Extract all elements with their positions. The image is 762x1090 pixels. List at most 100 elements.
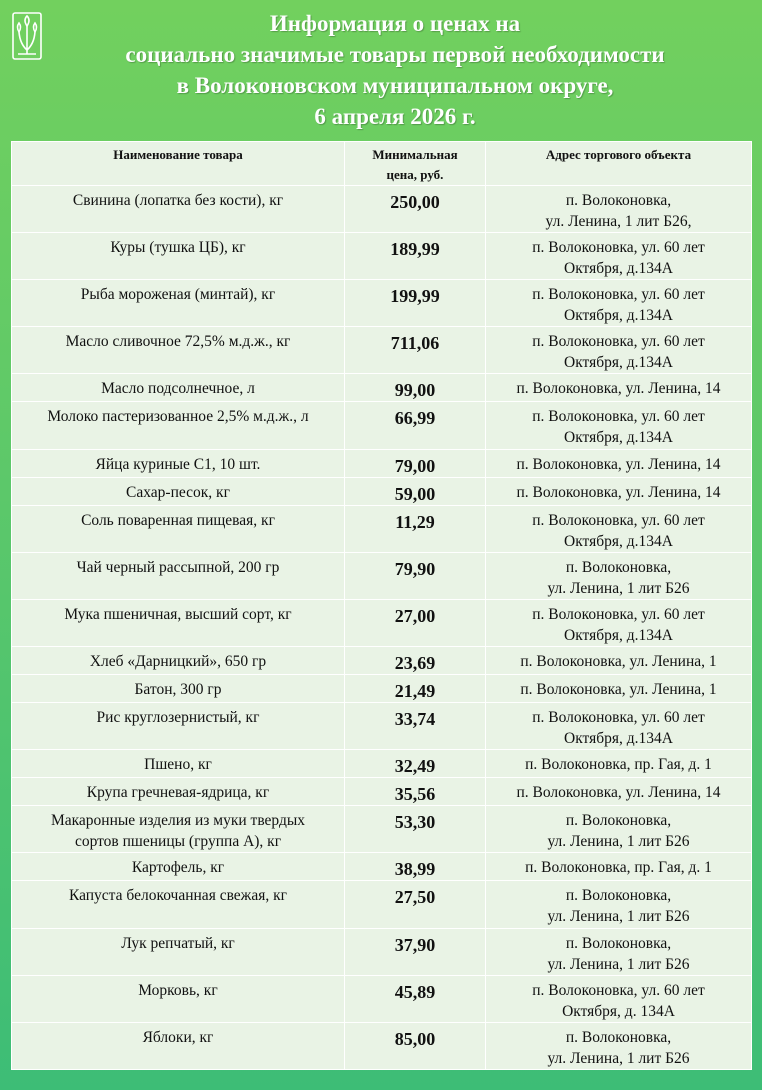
address-line: п. Волоконовка, ул. 60 лет xyxy=(532,605,705,623)
title-line: в Волоконовском муниципальном округе, xyxy=(176,73,614,98)
product-name-line: Картофель, кг xyxy=(131,859,225,877)
address-cell: п. Волоконовка, ул. Ленина, 1 xyxy=(485,673,752,704)
address-cell: п. Волоконовка, ул. Ленина, 14 xyxy=(485,476,752,506)
column-header-price-line: Минимальная xyxy=(372,147,458,162)
min-price-cell: 21,49 xyxy=(344,673,486,704)
address-line: Октября, д.134А xyxy=(564,429,673,447)
address-line: п. Волоконовка, ул. Ленина, 14 xyxy=(516,784,721,802)
table-row: Батон, 300 гр 21,49 п. Волоконовка, ул. Ле… xyxy=(11,673,752,704)
table-header-row: Наименование товара Минимальная цена, ру… xyxy=(11,141,752,186)
title-line: 6 апреля 2026 г. xyxy=(314,104,476,129)
address-line: Октября, д.134А xyxy=(564,307,673,325)
product-name-cell: Батон, 300 гр xyxy=(11,673,345,704)
address-cell: п. Волоконовка, ул. 60 лет Октября, д. 13… xyxy=(485,974,752,1023)
column-header-name: Наименование товара xyxy=(11,141,345,186)
product-name-line: Яйца куриные С1, 10 шт. xyxy=(95,455,261,473)
column-header-price: Минимальная цена, руб. xyxy=(344,141,486,186)
product-name-line: Пшено, кг xyxy=(144,756,212,774)
product-name-line: Масло подсолнечное, л xyxy=(101,380,255,398)
product-name-cell: Свинина (лопатка без кости), кг xyxy=(11,184,345,234)
min-price-cell: 79,90 xyxy=(344,551,486,600)
address-line: п. Волоконовка, xyxy=(565,934,672,952)
product-name-line: Масло сливочное 72,5% м.д.ж., кг xyxy=(65,333,291,351)
address-cell: п. Волоконовка, ул. Ленина, 1 xyxy=(485,645,752,676)
min-price-cell: 35,56 xyxy=(344,777,486,807)
address-cell: п. Волоконовка, ул. Ленина, 1 лит Б26 xyxy=(485,1021,752,1071)
column-header-address: Адрес торгового объекта xyxy=(485,141,752,186)
product-name-cell: Чай черный рассыпной, 200 гр xyxy=(11,551,345,600)
address-cell: п. Волоконовка, ул. Ленина, 1 лит Б26 xyxy=(485,927,752,976)
address-line: Октября, д.134А xyxy=(564,730,673,748)
address-cell: п. Волоконовка, ул. 60 лет Октября, д.134… xyxy=(485,326,752,375)
min-price-cell: 27,50 xyxy=(344,880,486,929)
address-line: п. Волоконовка, пр. Гая, д. 1 xyxy=(525,756,712,774)
address-line: ул. Ленина, 1 лит Б26, xyxy=(545,213,692,230)
min-price-cell: 85,00 xyxy=(344,1021,486,1071)
product-name-cell: Молоко пастеризованное 2,5% м.д.ж., л xyxy=(11,401,345,450)
product-name-cell: Хлеб «Дарницкий», 650 гр xyxy=(11,645,345,676)
table-row: Свинина (лопатка без кости), кг 250,00 п. … xyxy=(11,184,752,234)
table-row: Рыба мороженая (минтай), кг 199,99 п. Воло… xyxy=(11,279,752,328)
table-row: Хлеб «Дарницкий», 650 гр 23,69 п. Волоконо… xyxy=(11,645,752,676)
table-row: Капуста белокочанная свежая, кг 27,50 п. В… xyxy=(11,880,752,929)
min-price-cell: 189,99 xyxy=(344,232,486,281)
address-cell: п. Волоконовка, ул. 60 лет Октября, д.134… xyxy=(485,598,752,647)
min-price-cell: 38,99 xyxy=(344,852,486,882)
table-row: Пшено, кг 32,49 п. Волоконовка, пр. Гая, д… xyxy=(11,749,752,779)
product-name-line: Рыба мороженая (минтай), кг xyxy=(80,286,276,304)
product-name-line: Лук репчатый, кг xyxy=(121,934,235,952)
address-cell: п. Волоконовка, ул. Ленина, 14 xyxy=(485,448,752,478)
address-cell: п. Волоконовка, ул. Ленина, 14 xyxy=(485,373,752,403)
address-line: п. Волоконовка, xyxy=(565,192,672,209)
table-row: Рис круглозернистый, кг 33,74 п. Волоконов… xyxy=(11,702,752,751)
address-cell: п. Волоконовка, ул. 60 лет Октября, д.134… xyxy=(485,401,752,450)
table-row: Морковь, кг 45,89 п. Волоконовка, ул. 60 л… xyxy=(11,974,752,1023)
table-row: Соль поваренная пищевая, кг 11,29 п. Волок… xyxy=(11,504,752,553)
product-name-cell: Масло подсолнечное, л xyxy=(11,373,345,403)
product-name-cell: Пшено, кг xyxy=(11,749,345,779)
product-name-line: Хлеб «Дарницкий», 650 гр xyxy=(89,652,267,670)
product-name-cell: Лук репчатый, кг xyxy=(11,927,345,976)
address-line: п. Волоконовка, ул. 60 лет xyxy=(532,709,705,727)
address-cell: п. Волоконовка, ул. Ленина, 1 лит Б26 xyxy=(485,880,752,929)
tulip-emblem-icon xyxy=(12,12,42,60)
product-name-line: Яблоки, кг xyxy=(142,1028,214,1046)
address-cell: п. Волоконовка, ул. Ленина, 1 лит Б26 xyxy=(485,551,752,600)
product-name-line: Соль поваренная пищевая, кг xyxy=(81,511,275,529)
product-name-line: Морковь, кг xyxy=(138,981,218,999)
address-line: п. Волоконовка, ул. 60 лет xyxy=(532,239,705,257)
address-cell: п. Волоконовка, ул. 60 лет Октября, д.134… xyxy=(485,504,752,553)
product-name-line: Сахар-песок, кг xyxy=(126,483,230,501)
page-title: Информация о ценах на социально значимые… xyxy=(0,8,762,132)
product-name-cell: Куры (тушка ЦБ), кг xyxy=(11,232,345,281)
product-name-cell: Картофель, кг xyxy=(11,852,345,882)
product-name-cell: Капуста белокочанная свежая, кг xyxy=(11,880,345,929)
table-row: Масло сливочное 72,5% м.д.ж., кг 711,06 п.… xyxy=(11,326,752,375)
address-line: ул. Ленина, 1 лит Б26 xyxy=(547,833,690,851)
min-price-cell: 99,00 xyxy=(344,373,486,403)
product-name-line: Макаронные изделия из муки твердых xyxy=(50,812,306,830)
product-name-cell: Яблоки, кг xyxy=(11,1021,345,1071)
min-price-cell: 199,99 xyxy=(344,279,486,328)
product-name-cell: Соль поваренная пищевая, кг xyxy=(11,504,345,553)
column-header-price-line: цена, руб. xyxy=(386,167,444,182)
address-line: п. Волоконовка, ул. 60 лет xyxy=(532,408,705,426)
product-name-line: Батон, 300 гр xyxy=(134,681,222,698)
min-price-cell: 66,99 xyxy=(344,401,486,450)
table-row: Куры (тушка ЦБ), кг 189,99 п. Волоконовка,… xyxy=(11,232,752,281)
table-row: Сахар-песок, кг 59,00 п. Волоконовка, ул. … xyxy=(11,476,752,506)
address-line: п. Волоконовка, ул. Ленина, 14 xyxy=(516,483,721,501)
product-name-cell: Макаронные изделия из муки твердых сортов… xyxy=(11,805,345,854)
address-line: Октября, д.134А xyxy=(564,532,673,550)
min-price-cell: 37,90 xyxy=(344,927,486,976)
address-cell: п. Волоконовка, ул. Ленина, 1 лит Б26, xyxy=(485,184,752,234)
address-cell: п. Волоконовка, пр. Гая, д. 1 xyxy=(485,852,752,882)
address-line: Октября, д. 134А xyxy=(562,1002,675,1020)
product-name-cell: Морковь, кг xyxy=(11,974,345,1023)
address-cell: п. Волоконовка, ул. Ленина, 1 лит Б26 xyxy=(485,805,752,854)
title-line: Информация о ценах на xyxy=(269,11,521,36)
table-row: Лук репчатый, кг 37,90 п. Волоконовка, ул. … xyxy=(11,927,752,976)
product-name-cell: Яйца куриные С1, 10 шт. xyxy=(11,448,345,478)
table-row: Макаронные изделия из муки твердых сортов… xyxy=(11,805,752,854)
address-line: п. Волоконовка, ул. Ленина, 1 xyxy=(520,681,717,698)
